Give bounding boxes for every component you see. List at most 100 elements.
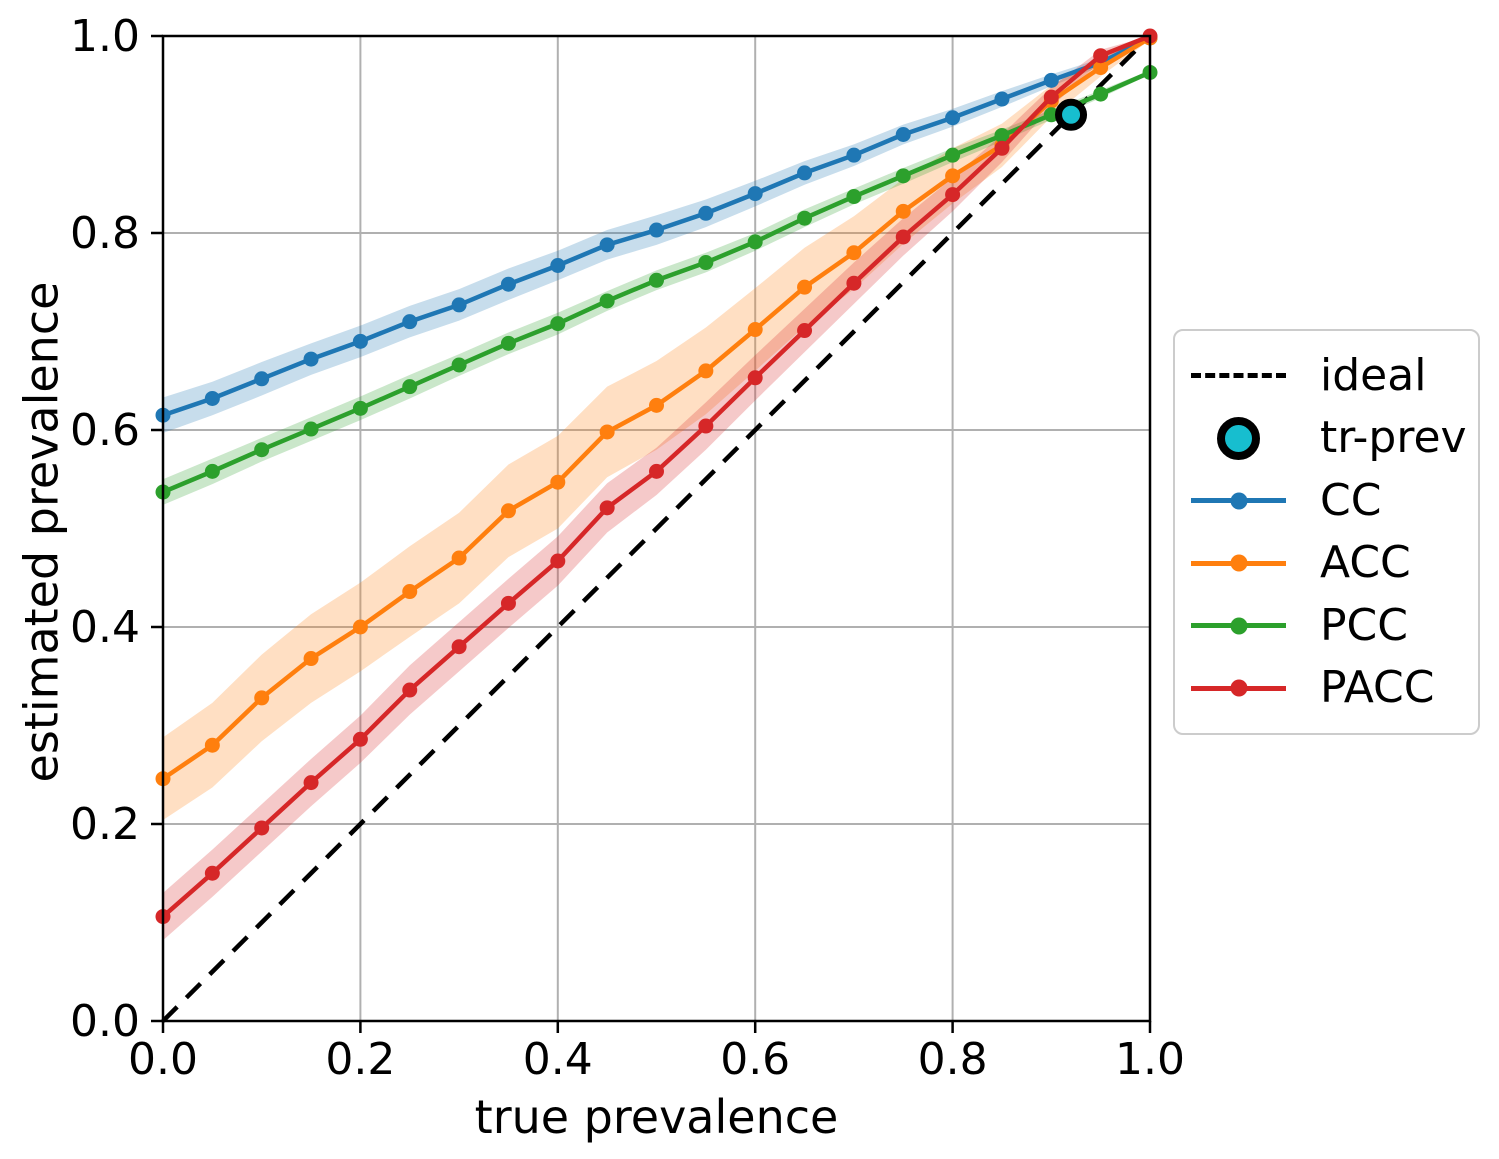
line-marker-icon (1191, 554, 1286, 572)
legend-item-tr-prev: tr-prev (1191, 408, 1468, 469)
marker-cc (994, 91, 1010, 107)
marker-acc (747, 322, 763, 338)
marker-pcc (994, 127, 1010, 143)
x-tick-label: 0.2 (325, 1034, 395, 1085)
legend-item-acc: ACC (1191, 533, 1468, 594)
marker-cc (1043, 72, 1059, 88)
marker-pacc (1093, 48, 1109, 64)
line-marker-icon (1191, 617, 1286, 635)
legend-item-ideal: ideal (1191, 345, 1468, 406)
marker-acc (204, 737, 220, 753)
tr-prev-marker (1055, 98, 1088, 131)
marker-cc (254, 371, 270, 387)
marker-acc (698, 363, 714, 379)
marker-pcc (204, 463, 220, 479)
marker-pcc (895, 168, 911, 184)
marker-acc (451, 550, 467, 566)
marker-pcc (550, 316, 566, 332)
axes-spines (161, 34, 1152, 1023)
marker-acc (500, 503, 516, 519)
marker-acc (550, 474, 566, 490)
legend-label: PACC (1320, 662, 1435, 714)
marker-pcc (254, 442, 270, 458)
marker-acc (649, 397, 664, 413)
y-tick-label: 1.0 (70, 11, 140, 62)
marker-pcc (500, 335, 516, 351)
y-tick-label: 0.8 (70, 208, 140, 259)
legend-item-pcc: PCC (1191, 595, 1468, 656)
dashed-line-icon (1191, 373, 1286, 378)
marker-pacc (599, 500, 615, 516)
legend-label: tr-prev (1320, 412, 1467, 464)
legend-item-cc: CC (1191, 470, 1468, 531)
marker-cc (500, 276, 516, 292)
marker-acc (599, 424, 615, 440)
marker-cc (451, 297, 467, 313)
marker-cc (303, 351, 319, 367)
marker-pacc (846, 275, 862, 291)
legend-label: ACC (1320, 537, 1411, 589)
marker-pacc (797, 323, 813, 339)
marker-pacc (402, 682, 418, 698)
y-tick-label: 0.2 (70, 799, 140, 850)
marker-pcc (1043, 107, 1059, 123)
marker-pacc (698, 418, 714, 434)
marker-pcc (1093, 86, 1109, 102)
marker-pacc (500, 595, 516, 611)
marker-cc (649, 222, 664, 238)
legend: ideal tr-prev CC ACC PCC PACC (1173, 329, 1480, 735)
marker-pacc (204, 865, 220, 881)
marker-acc (797, 279, 813, 295)
marker-cc (747, 186, 763, 202)
marker-pacc (1043, 89, 1059, 105)
marker-acc (895, 203, 911, 219)
x-tick-label: 0.4 (523, 1034, 593, 1085)
marker-pacc (994, 140, 1010, 156)
marker-pacc (303, 775, 319, 791)
marker-cc (599, 237, 615, 253)
circle-marker-icon (1191, 416, 1286, 460)
marker-pcc (846, 189, 862, 205)
marker-pacc (550, 553, 566, 569)
legend-label: PCC (1320, 599, 1408, 651)
line-marker-icon (1191, 492, 1286, 510)
x-tick-label: 0.8 (918, 1034, 988, 1085)
marker-cc (204, 390, 220, 406)
marker-acc (303, 651, 319, 667)
marker-acc (846, 245, 862, 261)
marker-pacc (254, 820, 270, 836)
y-axis-label: estimated prevalence (14, 281, 69, 783)
marker-pacc (352, 731, 368, 747)
x-axis-label: true prevalence (474, 1090, 839, 1144)
marker-acc (254, 690, 270, 706)
marker-cc (352, 333, 368, 349)
marker-cc (550, 258, 566, 274)
marker-pacc (649, 463, 664, 479)
x-tick-label: 1.0 (1115, 1034, 1185, 1085)
marker-pcc (649, 272, 664, 288)
line-marker-icon (1191, 679, 1286, 697)
legend-label: ideal (1320, 349, 1427, 401)
ideal-line (161, 34, 1152, 1023)
marker-acc (352, 619, 368, 635)
marker-pcc (797, 210, 813, 226)
y-tick-label: 0.6 (70, 405, 140, 456)
x-tick-label: 0.6 (720, 1034, 790, 1085)
marker-pcc (451, 357, 467, 373)
legend-item-pacc: PACC (1191, 658, 1468, 719)
marker-cc (698, 205, 714, 221)
band-pacc (163, 36, 1150, 941)
marker-pcc (352, 400, 368, 416)
y-tick-label: 0.0 (70, 996, 140, 1047)
marker-pcc (747, 234, 763, 250)
marker-acc (402, 584, 418, 600)
marker-cc (895, 127, 911, 142)
marker-pacc (945, 187, 961, 203)
legend-label: CC (1320, 474, 1382, 526)
marker-pcc (945, 147, 961, 163)
marker-pacc (451, 639, 467, 655)
marker-acc (945, 168, 961, 184)
x-tick-label: 0.0 (128, 1034, 198, 1085)
